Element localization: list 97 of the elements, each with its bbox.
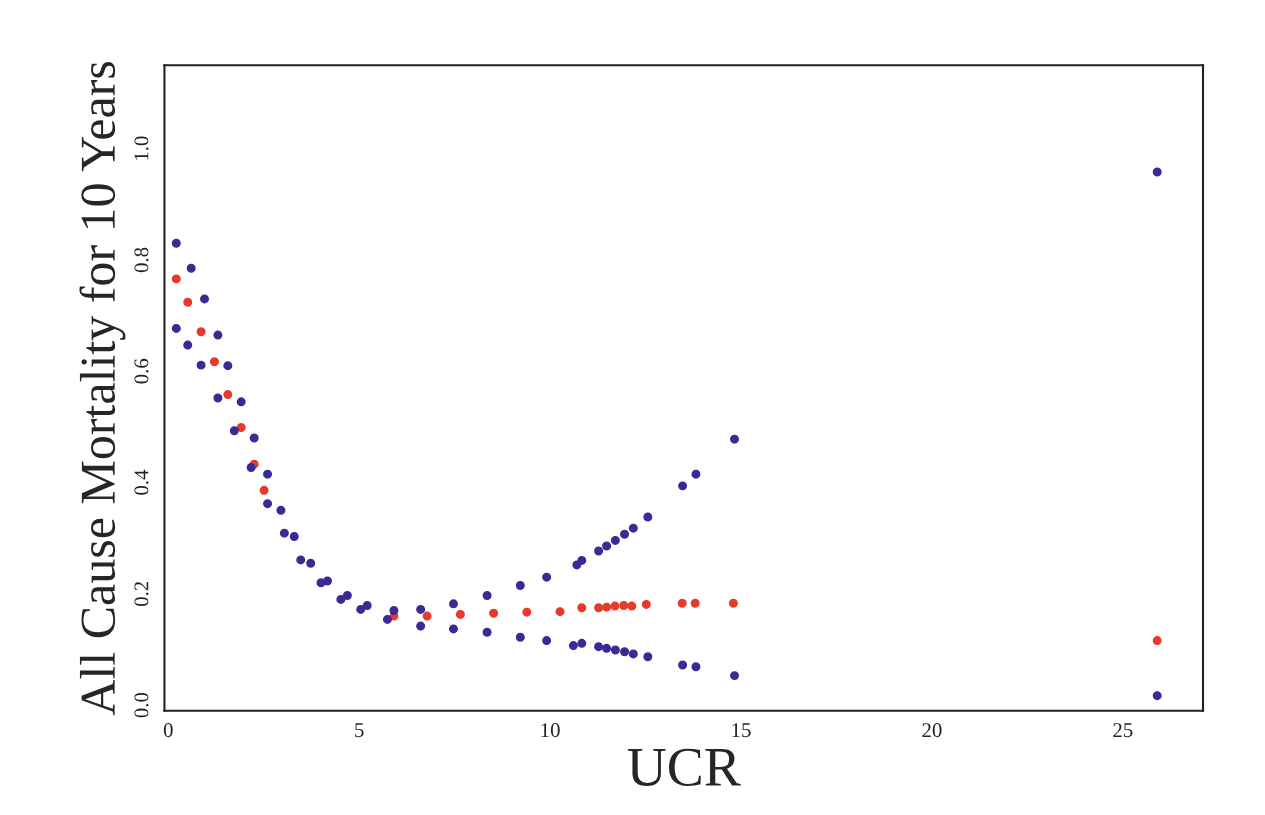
point <box>422 611 432 621</box>
point <box>627 601 637 611</box>
y-tick-label: 0.0 <box>134 692 149 718</box>
point <box>416 604 426 614</box>
point <box>594 603 604 613</box>
point <box>628 523 638 533</box>
point <box>196 327 206 337</box>
point <box>678 660 688 670</box>
point <box>416 621 426 631</box>
point <box>223 390 233 400</box>
point <box>641 599 651 609</box>
point <box>200 294 210 304</box>
y-tick-label: 0.8 <box>134 247 149 273</box>
point <box>183 297 193 307</box>
point <box>678 481 688 491</box>
point <box>1152 167 1162 177</box>
y-tick-label: 0.2 <box>134 581 149 607</box>
point <box>515 632 525 642</box>
point <box>489 608 499 618</box>
point <box>382 614 392 624</box>
x-tick-label: 15 <box>732 723 751 738</box>
point <box>602 602 612 612</box>
point <box>316 578 326 588</box>
point <box>577 555 587 565</box>
point <box>728 598 738 608</box>
x-tick-label: 0 <box>163 723 173 738</box>
point <box>259 485 269 495</box>
point <box>555 607 565 617</box>
point <box>236 422 246 432</box>
point <box>263 469 273 479</box>
point <box>602 643 612 653</box>
point <box>389 606 399 616</box>
point <box>196 360 206 370</box>
point <box>1152 636 1162 646</box>
point <box>236 397 246 407</box>
x-tick-label: 20 <box>922 723 942 738</box>
point <box>690 598 700 608</box>
point <box>619 601 629 611</box>
point <box>263 499 273 509</box>
point <box>602 541 612 551</box>
point <box>628 649 638 659</box>
point <box>336 594 346 604</box>
point <box>620 647 630 657</box>
point <box>482 590 492 600</box>
y-tick-label: 0.6 <box>134 358 149 384</box>
point <box>249 433 259 443</box>
point <box>594 546 604 556</box>
point <box>677 598 687 608</box>
point <box>730 434 740 444</box>
point <box>171 323 181 333</box>
point <box>289 532 299 542</box>
point <box>1152 691 1162 701</box>
point <box>171 238 181 248</box>
point <box>276 505 286 515</box>
point <box>542 572 552 582</box>
point <box>620 529 630 539</box>
point <box>306 558 316 568</box>
point <box>356 604 366 614</box>
point <box>643 512 653 522</box>
point <box>171 274 181 284</box>
point <box>448 624 458 634</box>
point <box>577 603 587 613</box>
point <box>209 357 219 367</box>
x-tick-label: 25 <box>1113 723 1133 738</box>
point <box>610 535 620 545</box>
x-tick-label: 10 <box>541 723 560 738</box>
point <box>296 555 306 565</box>
x-axis-title: UCR <box>627 748 741 787</box>
x-tick-label: 5 <box>355 723 364 738</box>
point <box>246 463 256 473</box>
point <box>229 426 239 436</box>
point <box>568 641 578 651</box>
point <box>482 627 492 637</box>
point <box>515 580 525 590</box>
point <box>455 609 465 619</box>
point <box>577 638 587 648</box>
point <box>186 263 196 273</box>
point <box>213 330 223 340</box>
y-axis-title: All Cause Mortality for 10 Years <box>79 62 126 716</box>
point <box>213 393 223 403</box>
point <box>542 636 552 646</box>
point <box>362 601 372 611</box>
point <box>279 528 289 538</box>
point <box>691 469 701 479</box>
point <box>223 361 233 371</box>
point <box>594 642 604 652</box>
point <box>610 645 620 655</box>
point <box>522 607 532 617</box>
y-tick-label: 1.0 <box>134 136 149 160</box>
point <box>183 340 193 350</box>
point <box>730 671 740 681</box>
point <box>643 652 653 662</box>
point <box>691 662 701 672</box>
point <box>448 599 458 609</box>
y-tick-label: 0.4 <box>134 469 149 495</box>
point <box>610 601 620 611</box>
point <box>342 590 352 600</box>
